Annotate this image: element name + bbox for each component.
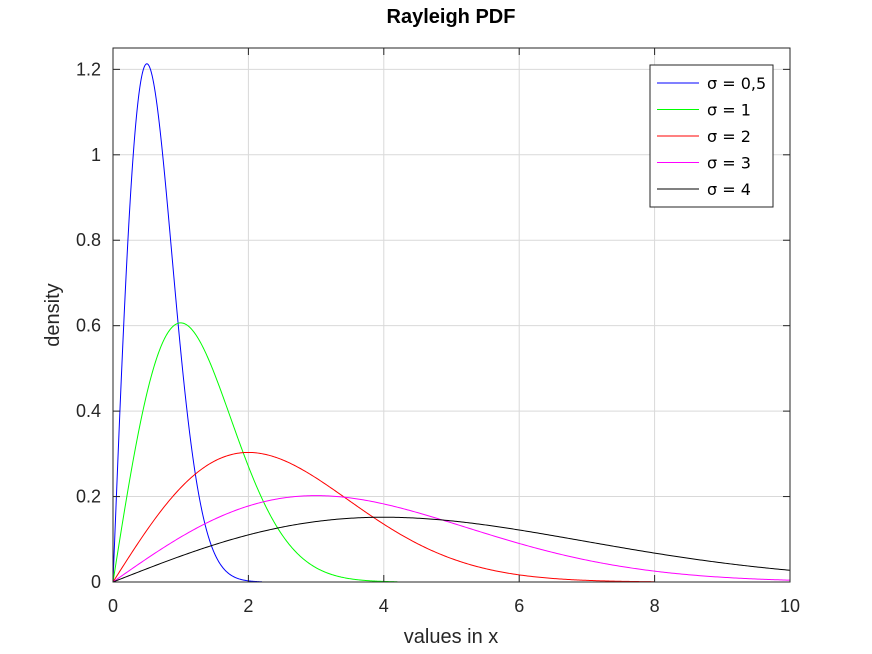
series-line-sigma-2 — [112, 451, 655, 583]
y-tick-label: 0.4 — [76, 401, 101, 421]
y-tick-label: 0.2 — [76, 487, 101, 507]
x-tick-label: 4 — [379, 596, 389, 616]
series-line-sigma-3 — [112, 495, 791, 583]
legend-entry-label: σ = 3 — [707, 154, 751, 173]
y-tick-label: 1.2 — [76, 59, 101, 79]
x-tick-labels: 0 2 4 6 8 10 — [108, 596, 800, 616]
chart-title: Rayleigh PDF — [387, 6, 516, 28]
x-tick-label: 6 — [514, 596, 524, 616]
plot-frame — [112, 47, 791, 583]
y-axis-label: density — [42, 283, 64, 346]
x-tick-label: 10 — [780, 596, 800, 616]
y-tick-label: 0.6 — [76, 316, 101, 336]
legend-entry-label: σ = 2 — [707, 127, 751, 146]
x-axis-label: values in x — [404, 626, 499, 648]
tick-marks — [112, 48, 791, 583]
x-tick-label: 2 — [243, 596, 253, 616]
legend-entry-label: σ = 0,5 — [707, 74, 766, 93]
series-line-sigma-4 — [112, 516, 791, 583]
y-tick-labels: 0 0.2 0.4 0.6 0.8 1 1.2 — [76, 59, 101, 592]
x-tick-label: 0 — [108, 596, 118, 616]
legend: σ = 0,5 σ = 1 σ = 2 σ = 3 σ = 4 — [649, 64, 774, 208]
legend-entry-label: σ = 4 — [707, 180, 751, 199]
y-tick-label: 0 — [91, 572, 101, 592]
y-tick-label: 0.8 — [76, 230, 101, 250]
y-tick-label: 1 — [91, 145, 101, 165]
legend-entry-label: σ = 1 — [707, 101, 751, 120]
series-line-sigma-1 — [112, 322, 398, 583]
series-lines — [112, 63, 791, 583]
series-line-sigma-0-5 — [112, 63, 262, 583]
x-tick-label: 8 — [650, 596, 660, 616]
